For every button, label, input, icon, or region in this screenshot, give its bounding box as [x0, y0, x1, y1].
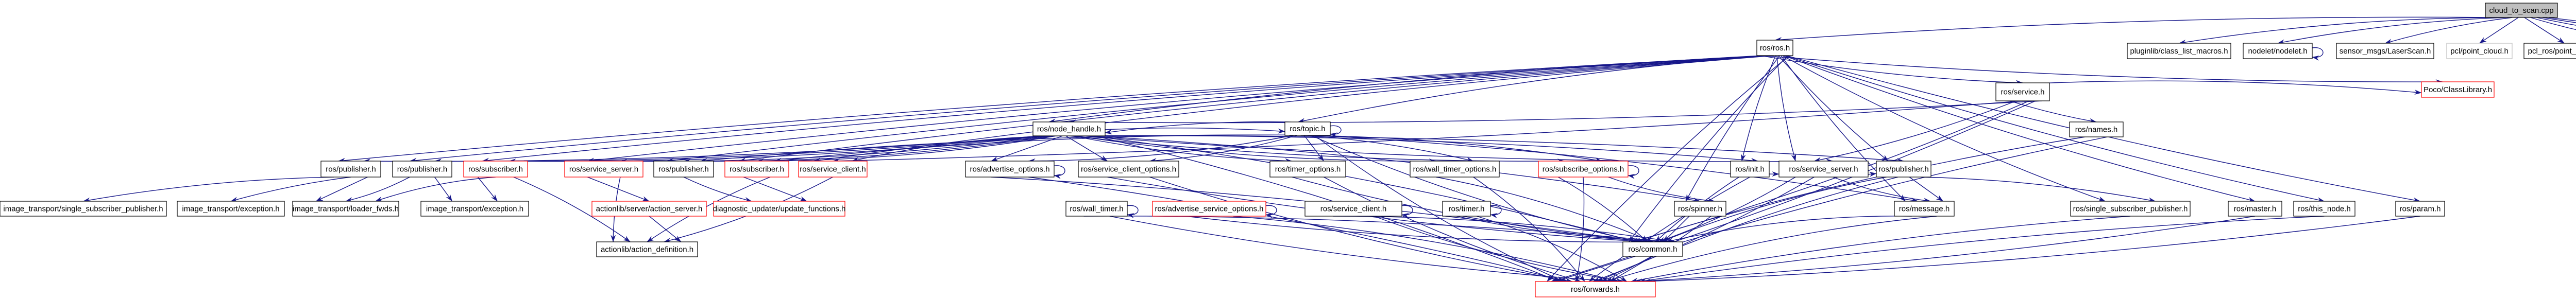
svg-text:image_transport/loader_fwds.h: image_transport/loader_fwds.h — [293, 205, 399, 214]
svg-text:image_transport/exception.h: image_transport/exception.h — [182, 205, 279, 214]
svg-text:ros/wall_timer_options.h: ros/wall_timer_options.h — [1413, 165, 1497, 174]
svg-text:ros/service_client.h: ros/service_client.h — [800, 165, 866, 174]
svg-text:ros/ros.h: ros/ros.h — [1760, 44, 1790, 52]
svg-text:ros/wall_timer.h: ros/wall_timer.h — [1070, 205, 1123, 214]
svg-text:ros/message.h: ros/message.h — [1899, 205, 1950, 214]
svg-text:ros/topic.h: ros/topic.h — [1290, 125, 1325, 133]
svg-text:ros/service_client_options.h: ros/service_client_options.h — [1081, 165, 1176, 174]
svg-text:sensor_msgs/LaserScan.h: sensor_msgs/LaserScan.h — [2340, 47, 2431, 56]
svg-text:ros/spinner.h: ros/spinner.h — [1678, 205, 1722, 214]
svg-text:nodelet/nodelet.h: nodelet/nodelet.h — [2248, 47, 2307, 56]
svg-text:ros/service_server.h: ros/service_server.h — [569, 165, 638, 174]
svg-text:cloud_to_scan.cpp: cloud_to_scan.cpp — [2489, 6, 2553, 15]
svg-text:ros/subscriber.h: ros/subscriber.h — [730, 165, 784, 174]
svg-text:ros/master.h: ros/master.h — [2234, 205, 2277, 214]
svg-text:ros/publisher.h: ros/publisher.h — [397, 165, 448, 174]
svg-text:ros/publisher.h: ros/publisher.h — [1878, 165, 1929, 174]
svg-text:ros/service_server.h: ros/service_server.h — [1789, 165, 1858, 174]
svg-text:ros/subscribe_options.h: ros/subscribe_options.h — [1543, 165, 1624, 174]
svg-text:ros/subscriber.h: ros/subscriber.h — [468, 165, 523, 174]
svg-text:actionlib/action_definition.h: actionlib/action_definition.h — [601, 245, 693, 254]
svg-text:pcl/point_cloud.h: pcl/point_cloud.h — [2450, 47, 2509, 56]
svg-text:image_transport/single_subscri: image_transport/single_subscriber_publis… — [3, 205, 163, 214]
svg-text:image_transport/exception.h: image_transport/exception.h — [426, 205, 523, 214]
svg-text:ros/publisher.h: ros/publisher.h — [658, 165, 709, 174]
svg-text:ros/param.h: ros/param.h — [2399, 205, 2441, 214]
svg-text:ros/timer_options.h: ros/timer_options.h — [1275, 165, 1341, 174]
svg-text:ros/timer.h: ros/timer.h — [1448, 205, 1484, 214]
svg-text:ros/service.h: ros/service.h — [2001, 88, 2044, 97]
svg-text:ros/advertise_service_options.: ros/advertise_service_options.h — [1155, 205, 1264, 214]
svg-text:ros/this_node.h: ros/this_node.h — [2298, 205, 2351, 214]
svg-text:ros/publisher.h: ros/publisher.h — [326, 165, 376, 174]
svg-text:ros/names.h: ros/names.h — [2075, 126, 2118, 134]
svg-text:ros/forwards.h: ros/forwards.h — [1571, 285, 1620, 294]
svg-text:actionlib/server/action_server: actionlib/server/action_server.h — [596, 205, 703, 214]
svg-text:ros/service_client.h: ros/service_client.h — [1320, 205, 1386, 214]
svg-text:ros/single_subscriber_publishe: ros/single_subscriber_publisher.h — [2073, 205, 2188, 214]
svg-text:ros/common.h: ros/common.h — [1628, 245, 1677, 254]
svg-text:ros/advertise_options.h: ros/advertise_options.h — [970, 165, 1049, 174]
svg-text:Poco/ClassLibrary.h: Poco/ClassLibrary.h — [2424, 85, 2492, 94]
svg-text:ros/init.h: ros/init.h — [1735, 165, 1765, 174]
svg-text:diagnostic_updater/update_func: diagnostic_updater/update_functions.h — [713, 205, 846, 214]
svg-text:pcl_ros/point_cloud.h: pcl_ros/point_cloud.h — [2528, 47, 2576, 56]
svg-text:ros/node_handle.h: ros/node_handle.h — [1037, 125, 1101, 134]
svg-text:pluginlib/class_list_macros.h: pluginlib/class_list_macros.h — [2130, 47, 2228, 56]
